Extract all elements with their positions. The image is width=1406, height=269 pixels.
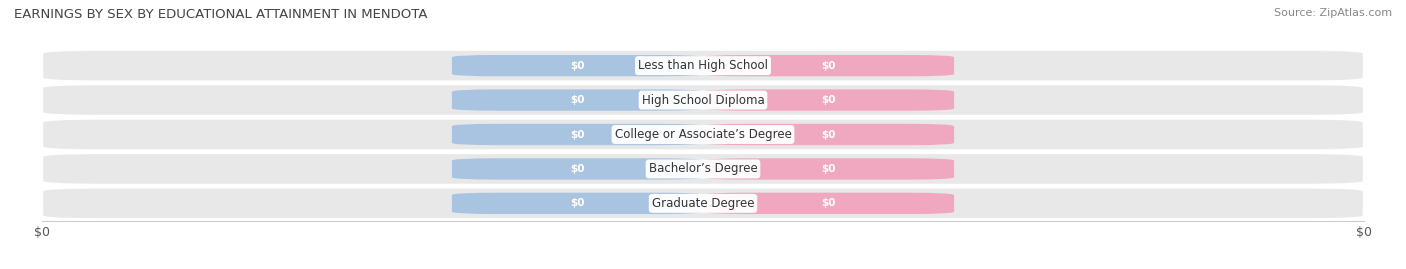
Text: $0: $0: [821, 164, 835, 174]
Text: $0: $0: [571, 129, 585, 140]
FancyBboxPatch shape: [703, 89, 955, 111]
FancyBboxPatch shape: [451, 89, 703, 111]
FancyBboxPatch shape: [451, 158, 703, 180]
Text: $0: $0: [571, 164, 585, 174]
Text: Less than High School: Less than High School: [638, 59, 768, 72]
Text: $0: $0: [571, 61, 585, 71]
FancyBboxPatch shape: [451, 193, 703, 214]
FancyBboxPatch shape: [703, 124, 955, 145]
Text: $0: $0: [821, 198, 835, 208]
Text: $0: $0: [821, 61, 835, 71]
Text: $0: $0: [821, 95, 835, 105]
FancyBboxPatch shape: [42, 187, 1364, 219]
FancyBboxPatch shape: [42, 153, 1364, 185]
FancyBboxPatch shape: [451, 124, 703, 145]
FancyBboxPatch shape: [42, 50, 1364, 82]
FancyBboxPatch shape: [703, 55, 955, 76]
Text: Graduate Degree: Graduate Degree: [652, 197, 754, 210]
Text: EARNINGS BY SEX BY EDUCATIONAL ATTAINMENT IN MENDOTA: EARNINGS BY SEX BY EDUCATIONAL ATTAINMEN…: [14, 8, 427, 21]
Text: $0: $0: [821, 129, 835, 140]
FancyBboxPatch shape: [703, 158, 955, 180]
FancyBboxPatch shape: [703, 193, 955, 214]
Text: Source: ZipAtlas.com: Source: ZipAtlas.com: [1274, 8, 1392, 18]
FancyBboxPatch shape: [42, 119, 1364, 150]
Text: High School Diploma: High School Diploma: [641, 94, 765, 107]
Text: $0: $0: [571, 198, 585, 208]
Text: Bachelor’s Degree: Bachelor’s Degree: [648, 162, 758, 175]
FancyBboxPatch shape: [42, 84, 1364, 116]
Text: $0: $0: [571, 95, 585, 105]
Text: College or Associate’s Degree: College or Associate’s Degree: [614, 128, 792, 141]
FancyBboxPatch shape: [451, 55, 703, 76]
